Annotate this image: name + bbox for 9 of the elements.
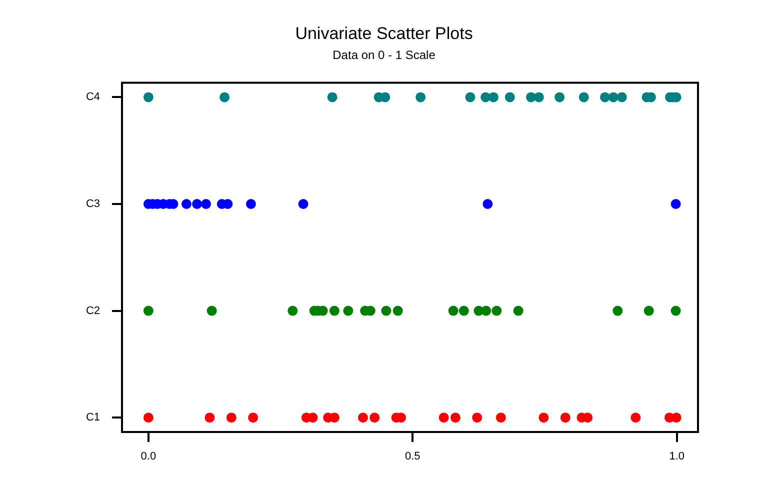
chart-title: Univariate Scatter Plots <box>295 24 473 43</box>
y-tick-label: C2 <box>86 304 100 317</box>
chart-subtitle: Data on 0 - 1 Scale <box>332 48 436 62</box>
y-tick-label: C4 <box>86 91 100 104</box>
x-tick-label: 1.0 <box>669 450 685 463</box>
x-tick-label: 0.0 <box>140 450 156 463</box>
y-tick-label: C3 <box>86 198 100 210</box>
x-tick-label: 0.5 <box>404 450 420 463</box>
y-tick-label: C1 <box>86 412 100 424</box>
